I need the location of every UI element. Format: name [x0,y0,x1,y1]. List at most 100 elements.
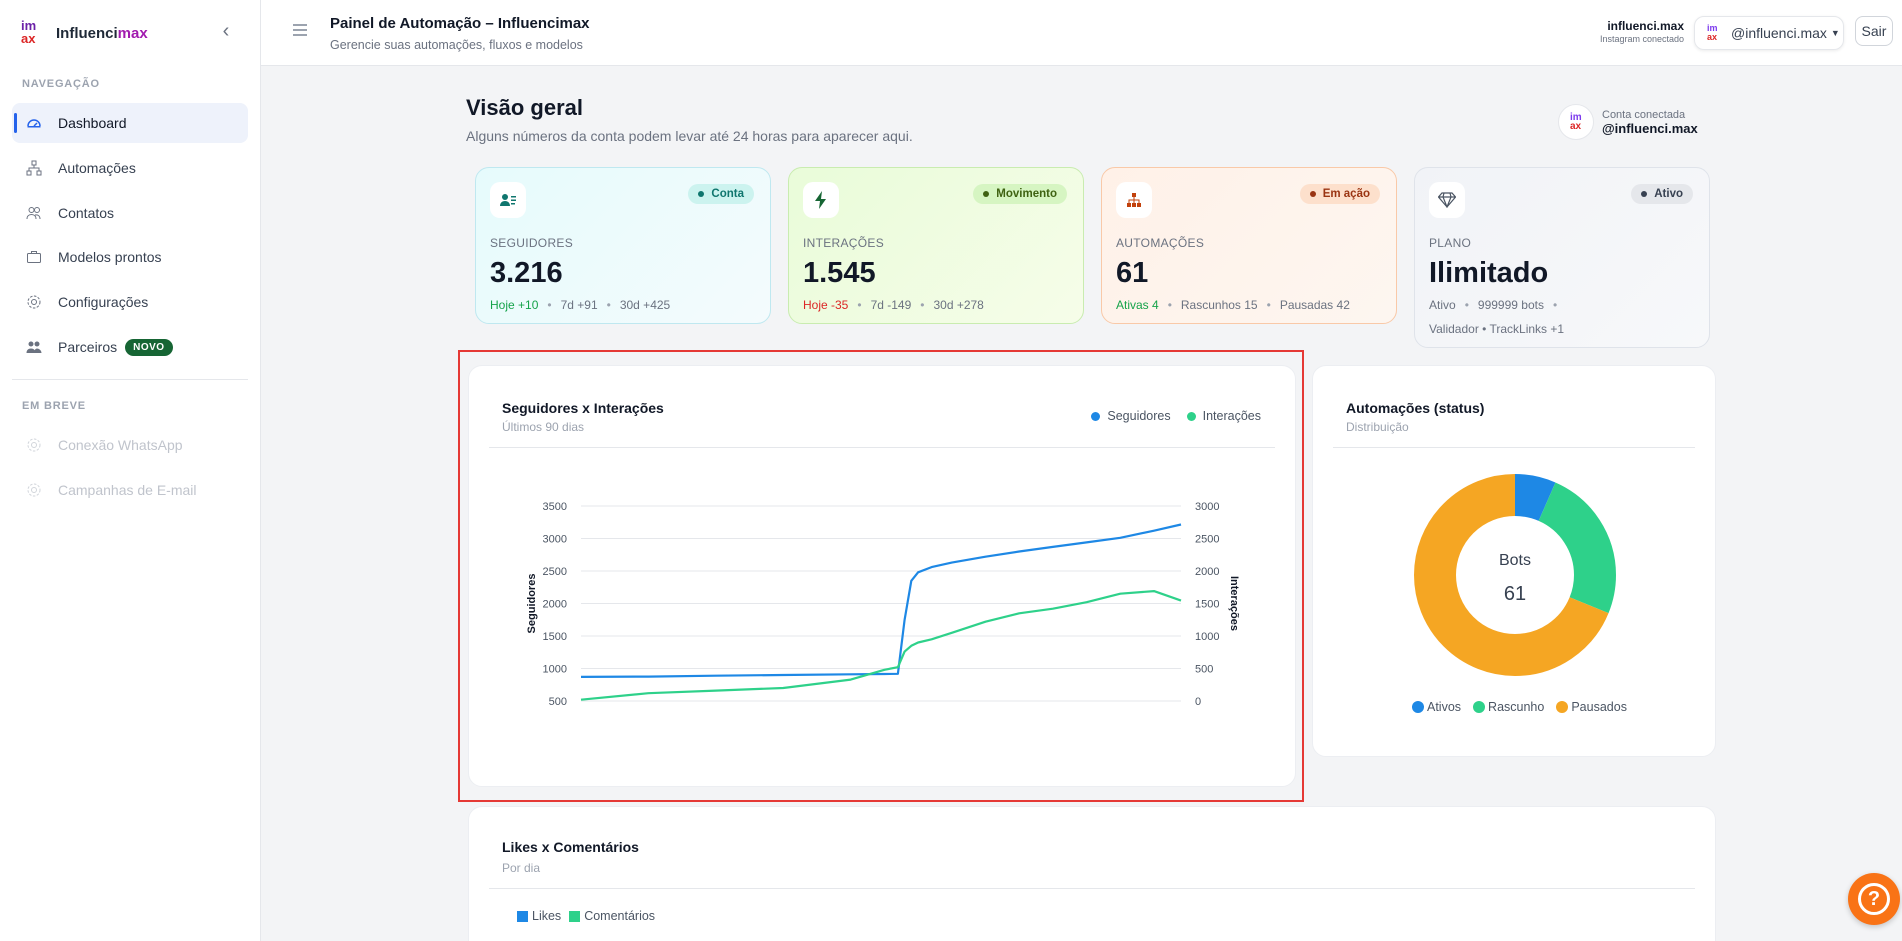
account-select[interactable]: im ax @influenci.max ▼ [1694,16,1844,50]
panel-divider [489,888,1695,889]
sidebar-item-configuracoes[interactable]: Configurações [12,282,248,322]
chart-subtitle: Por dia [502,861,541,875]
plan-bots: 999999 bots [1477,298,1544,312]
sidebar-item-label: Configurações [58,294,149,310]
brand-name-suffix: max [117,24,148,42]
briefcase-icon [26,249,42,265]
y-left-axis-label: Seguidores [526,574,538,634]
stat-footer: Ativas 4 • Rascunhos 15 • Pausadas 42 [1116,298,1350,312]
legend-item-ativos[interactable]: Ativos [1412,700,1461,714]
stat-card-interacoes[interactable]: Movimento INTERAÇÕES 1.545 Hoje -35 • 7d -… [788,167,1084,324]
gauge-icon [26,115,42,131]
soon-section-title: EM BREVE [22,400,86,412]
menu-icon[interactable] [293,24,307,36]
people-icon [26,339,42,355]
legend-label: Rascunho [1488,700,1545,714]
mini-logo-bottom: ax [1707,32,1718,42]
novo-badge: NOVO [125,338,173,356]
chart-legend: Seguidores Interações [1075,409,1261,423]
stat-today: Hoje +10 [490,298,539,312]
brand-name: Influencimax [56,25,148,42]
sidebar-item-automacoes[interactable]: Automações [12,148,248,188]
y-right-tick-label: 1500 [1195,599,1219,611]
legend-label: Ativos [1427,700,1462,714]
chart-legend: Ativos Rascunho Pausados [1412,700,1627,714]
status-badge: Conta [688,184,754,204]
series-line-seguidores [580,523,1182,678]
highlight-frame [458,350,1304,802]
user-list-icon [490,182,526,218]
y-right-tick-label: 2500 [1195,534,1219,546]
sidebar-item-label: Parceiros [58,339,118,355]
legend-swatch [1556,701,1569,713]
status-badge: Movimento [973,184,1067,204]
stat-30d: 30d +425 [619,298,671,312]
avatar-text-top: im [1570,112,1582,123]
stat-30d: 30d +278 [933,298,984,312]
sidebar-item-dashboard[interactable]: Dashboard [12,103,248,143]
series-line-interacoes [580,590,1182,701]
sidebar-item-label: Contatos [58,205,115,221]
legend-item-interacoes[interactable]: Interações [1186,409,1261,423]
legend-swatch [1091,411,1101,421]
legend-item-seguidores[interactable]: Seguidores [1091,409,1171,423]
legend-swatch [517,910,528,922]
y-right-tick-label: 500 [1195,664,1213,676]
question-icon: ? [1858,883,1890,915]
y-right-tick-label: 3000 [1195,501,1219,513]
status-badge: Em ação [1299,184,1380,204]
sitemap-icon [26,160,42,176]
logout-button[interactable]: Sair [1855,16,1893,46]
legend-item-comentarios[interactable]: Comentários [569,909,655,923]
stat-card-plano[interactable]: Ativo PLANO Ilimitado Ativo • 999999 bots •… [1414,167,1710,348]
stat-label: SEGUIDORES [490,236,574,250]
line-chart: 500 1000 1500 2000 2500 3000 3500 0 500 1000 1500 2… [526,501,1240,708]
connected-account: im ax Conta conectada @influenci.max [1558,104,1698,140]
top-header: Painel de Automação – Influencimax Geren… [261,0,1902,66]
overview-title: Visão geral [466,95,583,120]
stat-value: 1.545 [803,257,876,289]
users-icon [26,205,42,221]
chart-title: Likes x Comentários [502,839,639,855]
stat-label: AUTOMAÇÕES [1116,236,1205,250]
stat-today: Hoje -35 [803,298,849,312]
legend-item-rascunho[interactable]: Rascunho [1473,700,1544,714]
sidebar-item-parceiros[interactable]: Parceiros NOVO [12,327,248,367]
panel-divider [1333,447,1695,448]
sidebar-item-label: Dashboard [58,115,127,131]
chart-subtitle: Distribuição [1346,420,1409,434]
y-left-tick-label: 2500 [543,566,567,578]
legend-item-pausados[interactable]: Pausados [1556,700,1627,714]
plan-status: Ativo [1429,298,1456,312]
avatar-text-bottom: ax [1570,121,1582,132]
sidebar: im ax Influencimax ‹ NAVEGAÇÃO Dashboard… [0,0,261,941]
stat-card-automacoes[interactable]: Em ação AUTOMAÇÕES 61 Ativas 4 • Rascunhos… [1101,167,1397,324]
donut-center-value: 61 [1504,583,1526,605]
sidebar-item-modelos[interactable]: Modelos prontos [12,237,248,277]
stat-label: PLANO [1429,236,1472,250]
brand-name-prefix: Influenci [56,24,118,42]
stat-7d: 7d +91 [560,298,598,312]
y-left-tick-label: 1000 [543,664,567,676]
chart-subtitle: Últimos 90 dias [502,420,585,434]
plan-features: Validador • TrackLinks +1 [1429,322,1565,336]
sidebar-item-contatos[interactable]: Contatos [12,193,248,233]
avatar: im ax [1558,104,1594,140]
account-info: influenci.max Instagram conectado [1600,19,1684,44]
bar-chart-panel: Likes x Comentários Por dia Likes Coment… [468,806,1716,941]
brand[interactable]: im ax Influencimax [20,18,148,48]
donut-center-label: Bots [1499,552,1531,569]
page-subtitle: Gerencie suas automações, fluxos e model… [330,38,583,52]
overview-subtitle: Alguns números da conta podem levar até … [466,128,913,144]
donut-slice-pausados [1414,474,1616,676]
y-left-tick-label: 3500 [543,501,567,513]
brand-logo: im ax [20,19,46,47]
legend-item-likes[interactable]: Likes [517,909,561,923]
line-chart-panel: Seguidores x Interações Últimos 90 dias … [468,365,1296,787]
chevron-left-icon[interactable]: ‹ [222,20,230,42]
stat-active: Ativas 4 [1116,298,1159,312]
legend-label: Comentários [584,909,656,923]
stat-card-seguidores[interactable]: Conta SEGUIDORES 3.216 Hoje +10 • 7d +91 • 3… [475,167,771,324]
help-button[interactable]: ? [1848,873,1900,925]
gear-icon [26,482,42,498]
